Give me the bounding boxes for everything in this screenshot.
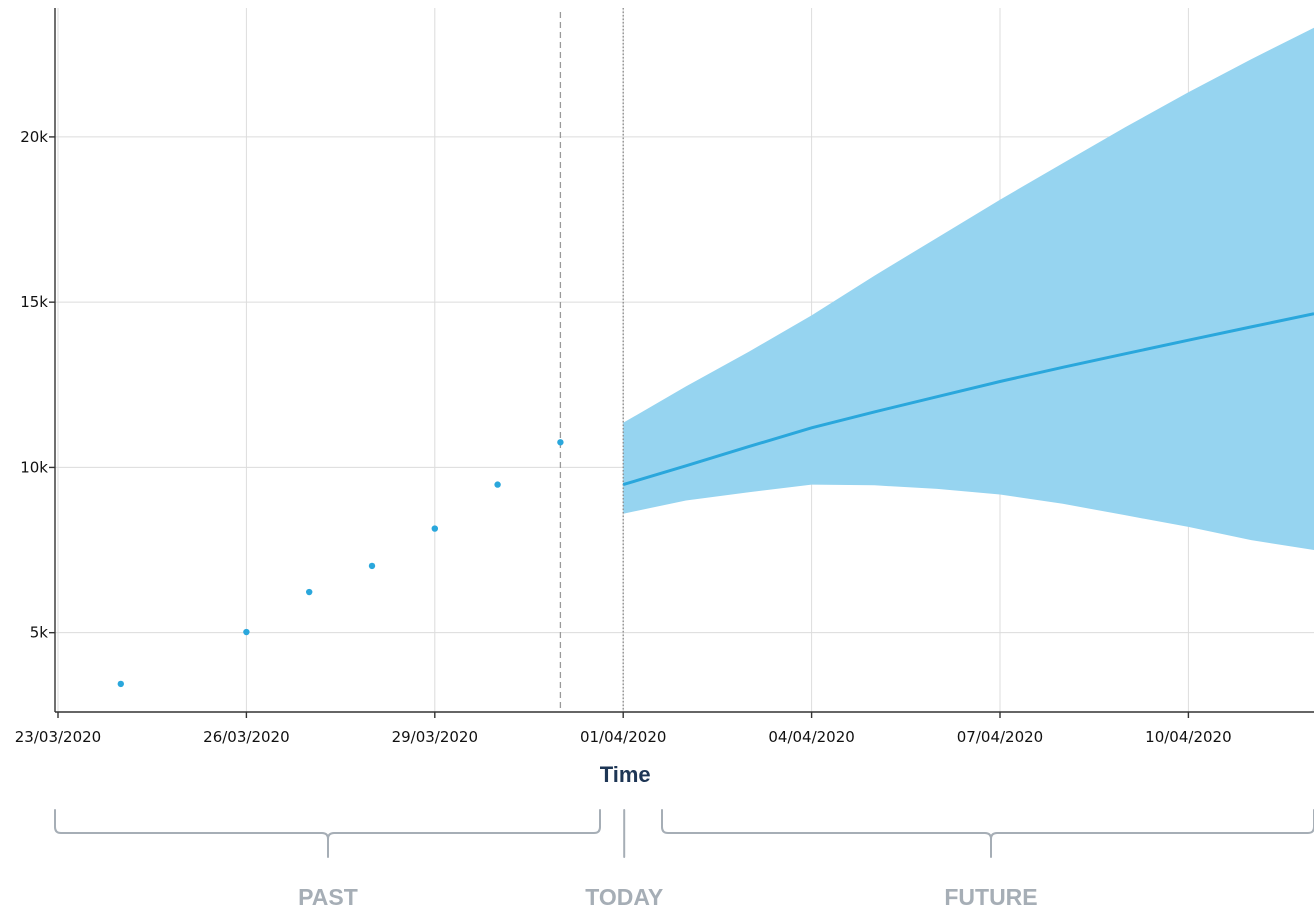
forecast-band <box>623 27 1314 551</box>
y-tick-labels: 5k 10k 15k 20k <box>20 128 48 642</box>
axes <box>49 8 1314 718</box>
x-tick-label: 04/04/2020 <box>768 728 854 746</box>
x-tick-labels: 23/03/2020 26/03/2020 29/03/2020 01/04/2020… <box>15 728 1232 746</box>
observed-point <box>494 481 501 488</box>
y-tick-label: 15k <box>20 293 48 311</box>
y-tick-label: 5k <box>30 624 49 642</box>
x-tick-label: 29/03/2020 <box>392 728 478 746</box>
y-tick-label: 10k <box>20 458 48 476</box>
x-tick-label: 26/03/2020 <box>203 728 289 746</box>
observed-point <box>117 680 125 688</box>
section-label-future: FUTURE <box>944 884 1037 909</box>
future-bracket <box>661 809 1314 858</box>
forecast-line <box>622 312 1314 487</box>
observed-point <box>243 628 250 636</box>
observed-point <box>368 562 376 570</box>
x-tick-label: 07/04/2020 <box>957 728 1043 746</box>
x-tick-label: 01/04/2020 <box>580 728 666 746</box>
x-tick-label: 10/04/2020 <box>1145 728 1231 746</box>
past-bracket <box>54 809 601 858</box>
y-tick-label: 20k <box>20 128 48 146</box>
section-label-today: TODAY <box>585 884 663 909</box>
observed-point <box>557 439 564 446</box>
section-label-past: PAST <box>298 884 358 909</box>
observed-points <box>117 439 564 688</box>
section-labels: PAST TODAY FUTURE <box>298 884 1037 909</box>
timeline-brackets <box>54 809 1314 858</box>
x-tick-label: 23/03/2020 <box>15 728 101 746</box>
observed-point <box>431 525 438 532</box>
x-axis-title: Time <box>600 762 651 787</box>
observed-point <box>306 588 313 596</box>
